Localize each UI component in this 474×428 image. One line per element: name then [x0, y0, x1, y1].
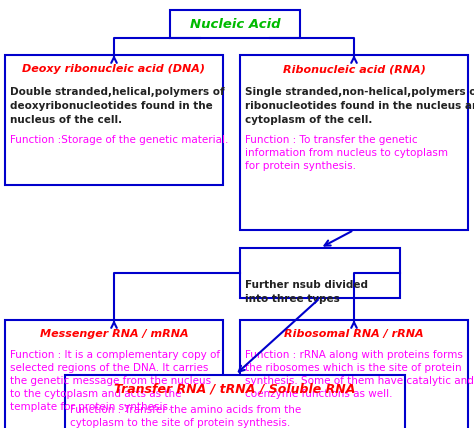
Bar: [5, 55, 223, 185]
Bar: [240, 55, 468, 230]
Text: Function :Storage of the genetic material.: Function :Storage of the genetic materia…: [10, 135, 228, 145]
Text: Transfer RNA / tRNA / Soluble RNA: Transfer RNA / tRNA / Soluble RNA: [114, 383, 356, 395]
Text: cytoplasm to the site of protein synthesis.: cytoplasm to the site of protein synthes…: [70, 418, 290, 428]
Text: coenzyme functions as well.: coenzyme functions as well.: [245, 389, 392, 399]
Bar: [240, 248, 400, 298]
Text: into three types: into three types: [245, 294, 340, 304]
Text: Single stranded,non-helical,polymers of: Single stranded,non-helical,polymers of: [245, 87, 474, 97]
Text: Nucleic Acid: Nucleic Acid: [190, 18, 280, 30]
Text: for protein synthesis.: for protein synthesis.: [245, 161, 356, 171]
Text: Further nsub divided: Further nsub divided: [245, 280, 368, 290]
Text: Deoxy ribonucleic acid (DNA): Deoxy ribonucleic acid (DNA): [22, 64, 206, 74]
Text: nucleus of the cell.: nucleus of the cell.: [10, 115, 122, 125]
Text: information from nucleus to cytoplasm: information from nucleus to cytoplasm: [245, 148, 448, 158]
Bar: [65, 375, 405, 428]
Text: Double stranded,helical,polymers of: Double stranded,helical,polymers of: [10, 87, 225, 97]
Text: Function : rRNA along with proteins forms: Function : rRNA along with proteins form…: [245, 350, 463, 360]
Text: Messenger RNA / mRNA: Messenger RNA / mRNA: [40, 329, 188, 339]
Text: ribonucleotides found in the nucleus and: ribonucleotides found in the nucleus and: [245, 101, 474, 111]
Text: Function : Transfer the amino acids from the: Function : Transfer the amino acids from…: [70, 405, 301, 415]
Bar: [170, 10, 300, 38]
Text: Ribonucleic acid (RNA): Ribonucleic acid (RNA): [283, 64, 426, 74]
Text: deoxyribonucleotides found in the: deoxyribonucleotides found in the: [10, 101, 213, 111]
Text: to the cytoplasm and acts as the: to the cytoplasm and acts as the: [10, 389, 182, 399]
Text: Function : To transfer the genetic: Function : To transfer the genetic: [245, 135, 418, 145]
Bar: [5, 320, 223, 428]
Text: the ribosomes which is the site of protein: the ribosomes which is the site of prote…: [245, 363, 462, 373]
Text: Ribosomal RNA / rRNA: Ribosomal RNA / rRNA: [284, 329, 424, 339]
Text: selected regions of the DNA. It carries: selected regions of the DNA. It carries: [10, 363, 209, 373]
Bar: [240, 320, 468, 428]
Text: Function : It is a complementary copy of: Function : It is a complementary copy of: [10, 350, 220, 360]
Text: cytoplasm of the cell.: cytoplasm of the cell.: [245, 115, 373, 125]
Text: synthesis. Some of them have catalytic and: synthesis. Some of them have catalytic a…: [245, 376, 474, 386]
Text: template for protein synthesis.: template for protein synthesis.: [10, 402, 172, 412]
Text: the genetic message from the nucleus: the genetic message from the nucleus: [10, 376, 211, 386]
